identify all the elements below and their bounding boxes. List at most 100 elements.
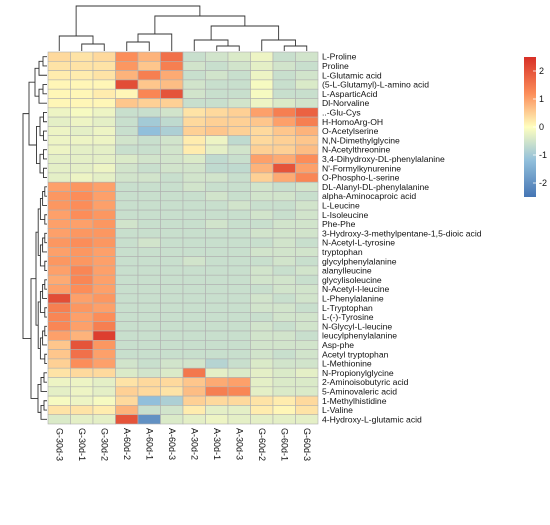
heatmap-cell xyxy=(115,358,139,369)
heatmap-cell xyxy=(137,135,161,146)
heatmap-cell xyxy=(137,191,161,202)
heatmap-cell xyxy=(227,237,251,248)
heatmap-cell xyxy=(182,88,206,99)
heatmap-cell xyxy=(295,209,319,220)
heatmap-cell xyxy=(47,405,71,415)
row-label: O-Acetylserine xyxy=(322,126,379,136)
heatmap-cell xyxy=(250,172,274,183)
dendrogram-branch xyxy=(43,372,47,383)
heatmap-cell xyxy=(250,405,274,415)
heatmap-cell xyxy=(227,135,251,146)
dendrogram-branch xyxy=(36,125,40,165)
heatmap-cell xyxy=(182,144,206,155)
row-label: L-Isoleucine xyxy=(322,210,369,220)
row-label: 4-Hydroxy-L-glutamic acid xyxy=(322,414,422,424)
heatmap-cell xyxy=(115,284,139,295)
heatmap-cell xyxy=(137,395,161,406)
heatmap-cell xyxy=(92,144,116,155)
heatmap-cell xyxy=(295,405,319,415)
heatmap-cell xyxy=(160,88,184,99)
heatmap-cell xyxy=(70,302,94,313)
heatmap-cell xyxy=(92,349,116,360)
heatmap-cell xyxy=(182,191,206,202)
heatmap-cell xyxy=(47,60,71,71)
column-label: A-60d-3 xyxy=(167,428,177,460)
row-label: N'-Formylkynurenine xyxy=(322,163,401,173)
heatmap-cell xyxy=(182,181,206,192)
heatmap-cell xyxy=(295,377,319,388)
dendrogram-branch xyxy=(39,116,44,137)
heatmap-cell xyxy=(227,293,251,304)
heatmap-cell xyxy=(92,88,116,99)
heatmap-cell xyxy=(115,51,139,62)
heatmap-cell xyxy=(182,377,206,388)
heatmap-cell xyxy=(160,312,184,322)
heatmap-cell xyxy=(70,339,94,350)
heatmap-cell xyxy=(137,339,161,350)
heatmap-cell xyxy=(115,339,139,350)
heatmap-cell xyxy=(92,107,116,118)
heatmap-cell xyxy=(227,330,251,341)
heatmap-cell xyxy=(205,154,229,164)
heatmap-cell xyxy=(182,172,206,183)
heatmap-cell xyxy=(182,228,206,239)
heatmap-cell xyxy=(272,237,296,248)
heatmap-cell xyxy=(47,135,71,146)
heatmap-cell xyxy=(272,405,296,415)
heatmap-cell xyxy=(137,144,161,155)
heatmap-cell xyxy=(137,126,161,137)
heatmap-cell xyxy=(70,181,94,192)
heatmap-cell xyxy=(70,219,94,229)
heatmap-cell xyxy=(250,126,274,137)
heatmap-cell xyxy=(47,395,71,406)
heatmap-cell xyxy=(295,200,319,211)
heatmap-cell xyxy=(160,274,184,285)
heatmap-cell xyxy=(70,247,94,257)
heatmap-cell xyxy=(47,339,71,350)
heatmap-cell xyxy=(182,79,206,90)
dendrogram-branch xyxy=(137,33,173,51)
dendrogram-branch xyxy=(126,41,150,51)
heatmap-cell xyxy=(250,256,274,267)
heatmap-cell xyxy=(250,293,274,304)
heatmap-cell xyxy=(47,358,71,369)
heatmap-cell xyxy=(295,228,319,239)
legend-tick-label: 0 xyxy=(539,122,544,132)
heatmap-cell xyxy=(205,98,229,109)
heatmap-cell xyxy=(70,284,94,295)
heatmap-cell xyxy=(115,312,139,322)
heatmap-cell xyxy=(227,312,251,322)
heatmap-cell xyxy=(47,172,71,183)
heatmap-cell xyxy=(92,247,116,257)
heatmap-cell xyxy=(250,200,274,211)
heatmap-cell xyxy=(227,367,251,378)
heatmap-cell xyxy=(295,116,319,127)
column-label: G-60d-1 xyxy=(279,428,289,461)
heatmap-cell xyxy=(250,395,274,406)
row-label: N,N-Dimethylglycine xyxy=(322,135,400,145)
heatmap-cell xyxy=(115,163,139,174)
heatmap-cell xyxy=(205,107,229,118)
heatmap-cell xyxy=(70,274,94,285)
heatmap-cell xyxy=(295,321,319,332)
heatmap-cell xyxy=(115,265,139,276)
heatmap-cell xyxy=(70,405,94,415)
heatmap-cell xyxy=(137,256,161,267)
heatmap-cell xyxy=(182,70,206,81)
heatmap-cell xyxy=(250,51,274,62)
heatmap-cell xyxy=(182,51,206,62)
heatmap-cell xyxy=(295,107,319,118)
heatmap-cell xyxy=(295,367,319,378)
heatmap-cell xyxy=(115,88,139,99)
heatmap-cell xyxy=(92,321,116,332)
dendrogram-branch xyxy=(44,307,47,318)
heatmap-cell xyxy=(250,163,274,174)
heatmap-cell xyxy=(160,237,184,248)
heatmap-cell xyxy=(272,377,296,388)
heatmap-cell xyxy=(160,51,184,62)
heatmap-cell xyxy=(92,302,116,313)
heatmap-cell xyxy=(205,386,229,397)
heatmap-cell xyxy=(227,386,251,397)
